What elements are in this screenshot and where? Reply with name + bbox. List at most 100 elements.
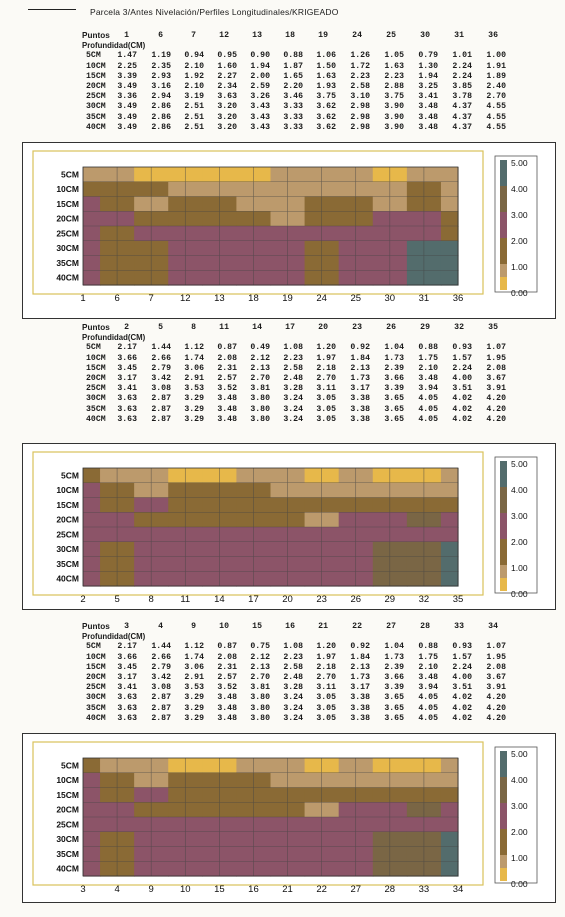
x-tick-label: 28 bbox=[385, 884, 396, 895]
heatmap-cell bbox=[202, 468, 238, 484]
table-row: 40CM 3.63 2.87 3.29 3.48 3.80 3.24 3.05 3.38 3.65… bbox=[82, 713, 506, 724]
table-cell: 2.12 bbox=[250, 652, 270, 662]
table-cell: 3.48 bbox=[217, 703, 237, 713]
depth-label: 25CM bbox=[86, 384, 106, 394]
point-number: 28 bbox=[420, 622, 430, 631]
table-cell: 4.55 bbox=[486, 112, 506, 122]
table-cell: 2.87 bbox=[151, 713, 171, 723]
data-table-2: Puntos 2 5 8 11 14 17 20 23 26 29 32 35 Profundidad(C… bbox=[82, 323, 506, 425]
table-cell: 0.87 bbox=[217, 642, 237, 652]
heatmap-cell bbox=[236, 787, 272, 803]
x-tick-label: 36 bbox=[453, 293, 464, 304]
heatmap-cell bbox=[83, 817, 101, 833]
table-cell: 0.87 bbox=[217, 343, 237, 353]
x-tick-label: 13 bbox=[214, 293, 225, 304]
y-tick-label: 40CM bbox=[56, 273, 79, 283]
heatmap-cell bbox=[236, 541, 272, 558]
x-tick-label: 11 bbox=[180, 594, 190, 605]
table-cell: 2.66 bbox=[151, 652, 171, 662]
table-cell: 1.57 bbox=[452, 353, 472, 363]
heatmap-cell bbox=[134, 861, 169, 877]
legend-swatch bbox=[500, 277, 507, 290]
table-cell: 2.87 bbox=[151, 414, 171, 424]
heatmap-cell bbox=[440, 167, 459, 183]
heatmap-cell bbox=[83, 802, 101, 818]
heatmap-cell bbox=[83, 571, 101, 587]
table-cell: 4.02 bbox=[452, 394, 472, 404]
table-cell: 3.63 bbox=[117, 713, 137, 723]
table-cell: 2.13 bbox=[350, 662, 370, 672]
heatmap-cell bbox=[202, 772, 238, 789]
table-cell: 3.52 bbox=[217, 384, 237, 394]
table-cell: 3.80 bbox=[250, 703, 270, 713]
table-cell: 3.08 bbox=[151, 683, 171, 693]
heatmap-cell bbox=[83, 758, 101, 774]
y-tick-label: 40CM bbox=[56, 574, 79, 584]
depth-label: 40CM bbox=[86, 414, 106, 424]
legend-swatch bbox=[500, 212, 507, 238]
heatmap-cell bbox=[440, 181, 459, 198]
table-cell: 2.34 bbox=[217, 81, 237, 91]
table-cell: 3.65 bbox=[384, 404, 404, 414]
krige-chart-3: 5CM 10CM 15CM 20CM 25CM 30CM 35CM 40CM 3 4 9 10 15 16… bbox=[22, 733, 556, 903]
table-cell: 3.24 bbox=[283, 404, 303, 414]
x-tick-label: 8 bbox=[149, 594, 154, 605]
legend-tick-label: 5.00 bbox=[511, 459, 528, 469]
table-cell: 2.13 bbox=[250, 662, 270, 672]
legend-tick-label: 2.00 bbox=[511, 236, 528, 246]
y-tick-label: 40CM bbox=[56, 864, 79, 874]
heatmap-cell bbox=[440, 211, 459, 227]
table-cell: 1.20 bbox=[316, 642, 336, 652]
legend-swatch bbox=[500, 777, 507, 803]
legend-tick-label: 3.00 bbox=[511, 511, 528, 521]
profundidad-label-row: Profundidad(CM) bbox=[82, 41, 145, 51]
heatmap-cell bbox=[202, 255, 238, 271]
point-number: 18 bbox=[285, 31, 295, 40]
table-cell: 3.48 bbox=[217, 713, 237, 723]
table-cell: 3.39 bbox=[117, 71, 137, 81]
y-tick-label: 15CM bbox=[56, 199, 79, 209]
table-cell: 2.58 bbox=[350, 81, 370, 91]
y-tick-label: 10CM bbox=[56, 485, 79, 495]
legend-swatch bbox=[500, 539, 507, 565]
heatmap-cell bbox=[202, 802, 238, 818]
table-cell: 3.48 bbox=[418, 102, 438, 112]
y-tick-label: 5CM bbox=[61, 760, 79, 770]
point-number: 1 bbox=[124, 31, 129, 40]
legend-swatch bbox=[500, 238, 507, 264]
y-tick-label: 35CM bbox=[56, 258, 79, 268]
y-tick-label: 25CM bbox=[56, 529, 79, 539]
table-row: 30CM 3.49 2.86 2.51 3.20 3.43 3.33 3.62 2.98 3.90… bbox=[82, 102, 506, 112]
plot-frame bbox=[32, 150, 484, 295]
table-cell: 2.57 bbox=[217, 672, 237, 682]
heatmap-cell bbox=[83, 772, 101, 789]
table-cell: 4.05 bbox=[418, 703, 438, 713]
x-tick-label: 25 bbox=[350, 293, 361, 304]
table-cell: 3.05 bbox=[316, 394, 336, 404]
heatmap-cell bbox=[83, 468, 101, 484]
heatmap-cell bbox=[168, 861, 203, 877]
heatmap-cell bbox=[168, 240, 203, 257]
table-cell: 3.80 bbox=[250, 693, 270, 703]
heatmap-cell bbox=[100, 802, 135, 818]
x-tick-label: 18 bbox=[248, 293, 259, 304]
table-cell: 3.29 bbox=[184, 703, 204, 713]
point-number: 2 bbox=[124, 323, 129, 332]
table-cell: 4.55 bbox=[486, 102, 506, 112]
heatmap-cell bbox=[168, 772, 203, 789]
table-cell: 3.66 bbox=[384, 672, 404, 682]
depth-label: 35CM bbox=[86, 703, 106, 713]
table-cell: 3.49 bbox=[117, 81, 137, 91]
table-row: 35CM 3.63 2.87 3.29 3.48 3.80 3.24 3.05 3.38 3.65… bbox=[82, 405, 506, 415]
table-cell: 1.57 bbox=[452, 652, 472, 662]
x-tick-label: 14 bbox=[214, 594, 225, 605]
table-cell: 4.20 bbox=[486, 703, 506, 713]
table-cell: 2.86 bbox=[151, 122, 171, 132]
point-number: 3 bbox=[124, 622, 129, 631]
heatmap-cell bbox=[134, 817, 169, 833]
legend-tick-label: 5.00 bbox=[511, 158, 528, 168]
table-cell: 0.92 bbox=[350, 343, 370, 353]
table-cell: 3.33 bbox=[283, 112, 303, 122]
y-tick-label: 30CM bbox=[56, 544, 79, 554]
